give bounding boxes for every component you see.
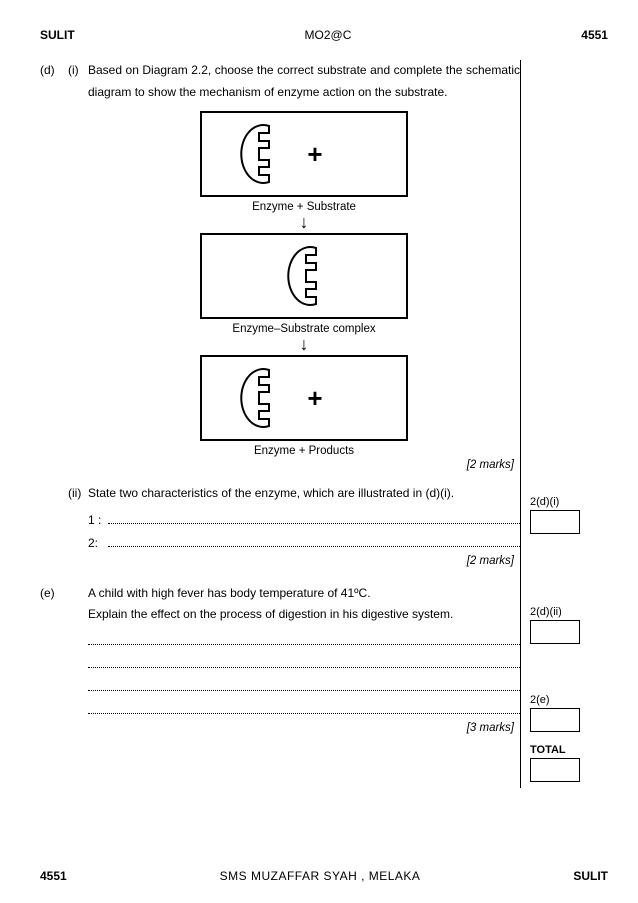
margin-column: 2(d)(i) 2(d)(ii) 2(e) TOTAL	[520, 60, 590, 788]
q-num-d: (d)	[40, 60, 68, 103]
score-box[interactable]	[530, 620, 580, 644]
marks-e: [3 marks]	[40, 722, 520, 734]
answer-label-1: 1 :	[88, 509, 108, 532]
answer-line[interactable]	[88, 653, 520, 668]
q-num-d-ii: (ii)	[68, 483, 88, 505]
enzyme-icon	[237, 123, 277, 185]
marks-d-ii: [2 marks]	[40, 555, 520, 567]
answer-line[interactable]	[108, 532, 520, 547]
enzyme-icon	[284, 245, 324, 307]
footer-center: SMS MUZAFFAR SYAH , MELAKA	[220, 869, 421, 883]
score-label-d-ii: 2(d)(ii)	[530, 606, 590, 618]
q-text-e: A child with high fever has body tempera…	[88, 583, 520, 626]
footer-left: 4551	[40, 869, 67, 883]
answer-lines-e	[88, 630, 520, 714]
q-e-line2: Explain the effect on the process of dig…	[88, 604, 520, 626]
q-num-d-i: (i)	[68, 60, 88, 103]
diagram-label-3: Enzyme + Products	[88, 445, 520, 457]
answer-line[interactable]	[88, 676, 520, 691]
diagram-box-3: +	[200, 355, 408, 441]
question-d-ii: (ii) State two characteristics of the en…	[40, 483, 520, 505]
content-row: (d) (i) Based on Diagram 2.2, choose the…	[40, 60, 608, 788]
q-text-d-ii: State two characteristics of the enzyme,…	[88, 483, 520, 505]
score-box-total[interactable]	[530, 758, 580, 782]
q-num-e: (e)	[40, 583, 68, 626]
margin-divider	[520, 60, 521, 788]
question-e: (e) A child with high fever has body tem…	[40, 583, 520, 626]
header-left: SULIT	[40, 28, 75, 42]
answer-label-2: 2:	[88, 532, 108, 555]
plus-icon: +	[307, 139, 322, 170]
page: SULIT MO2@C 4551 (d) (i) Based on Diagra…	[0, 0, 638, 903]
score-box[interactable]	[530, 708, 580, 732]
enzyme-icon	[237, 367, 277, 429]
marks-d-i: [2 marks]	[40, 459, 520, 471]
header-center: MO2@C	[305, 28, 352, 42]
score-label-e: 2(e)	[530, 694, 590, 706]
diagram-box-1: +	[200, 111, 408, 197]
diagram-box-2	[200, 233, 408, 319]
score-label-d-i: 2(d)(i)	[530, 496, 590, 508]
down-arrow-icon: ↓	[88, 337, 520, 351]
score-box[interactable]	[530, 510, 580, 534]
plus-icon: +	[307, 383, 322, 414]
answer-line[interactable]	[88, 630, 520, 645]
down-arrow-icon: ↓	[88, 215, 520, 229]
header-right: 4551	[581, 28, 608, 42]
answer-line[interactable]	[88, 699, 520, 714]
diagram-area: + Enzyme + Substrate ↓ Enzyme–Substrate …	[88, 111, 520, 457]
page-footer: 4551 SMS MUZAFFAR SYAH , MELAKA SULIT	[40, 869, 608, 883]
answer-lines-d-ii: 1 : 2:	[88, 509, 520, 555]
footer-right: SULIT	[573, 869, 608, 883]
page-header: SULIT MO2@C 4551	[40, 28, 608, 42]
answer-line[interactable]	[108, 509, 520, 524]
q-text-d-i: Based on Diagram 2.2, choose the correct…	[88, 60, 520, 103]
question-d-i: (d) (i) Based on Diagram 2.2, choose the…	[40, 60, 520, 103]
total-label: TOTAL	[530, 744, 590, 756]
q-e-line1: A child with high fever has body tempera…	[88, 583, 520, 605]
main-column: (d) (i) Based on Diagram 2.2, choose the…	[40, 60, 520, 788]
